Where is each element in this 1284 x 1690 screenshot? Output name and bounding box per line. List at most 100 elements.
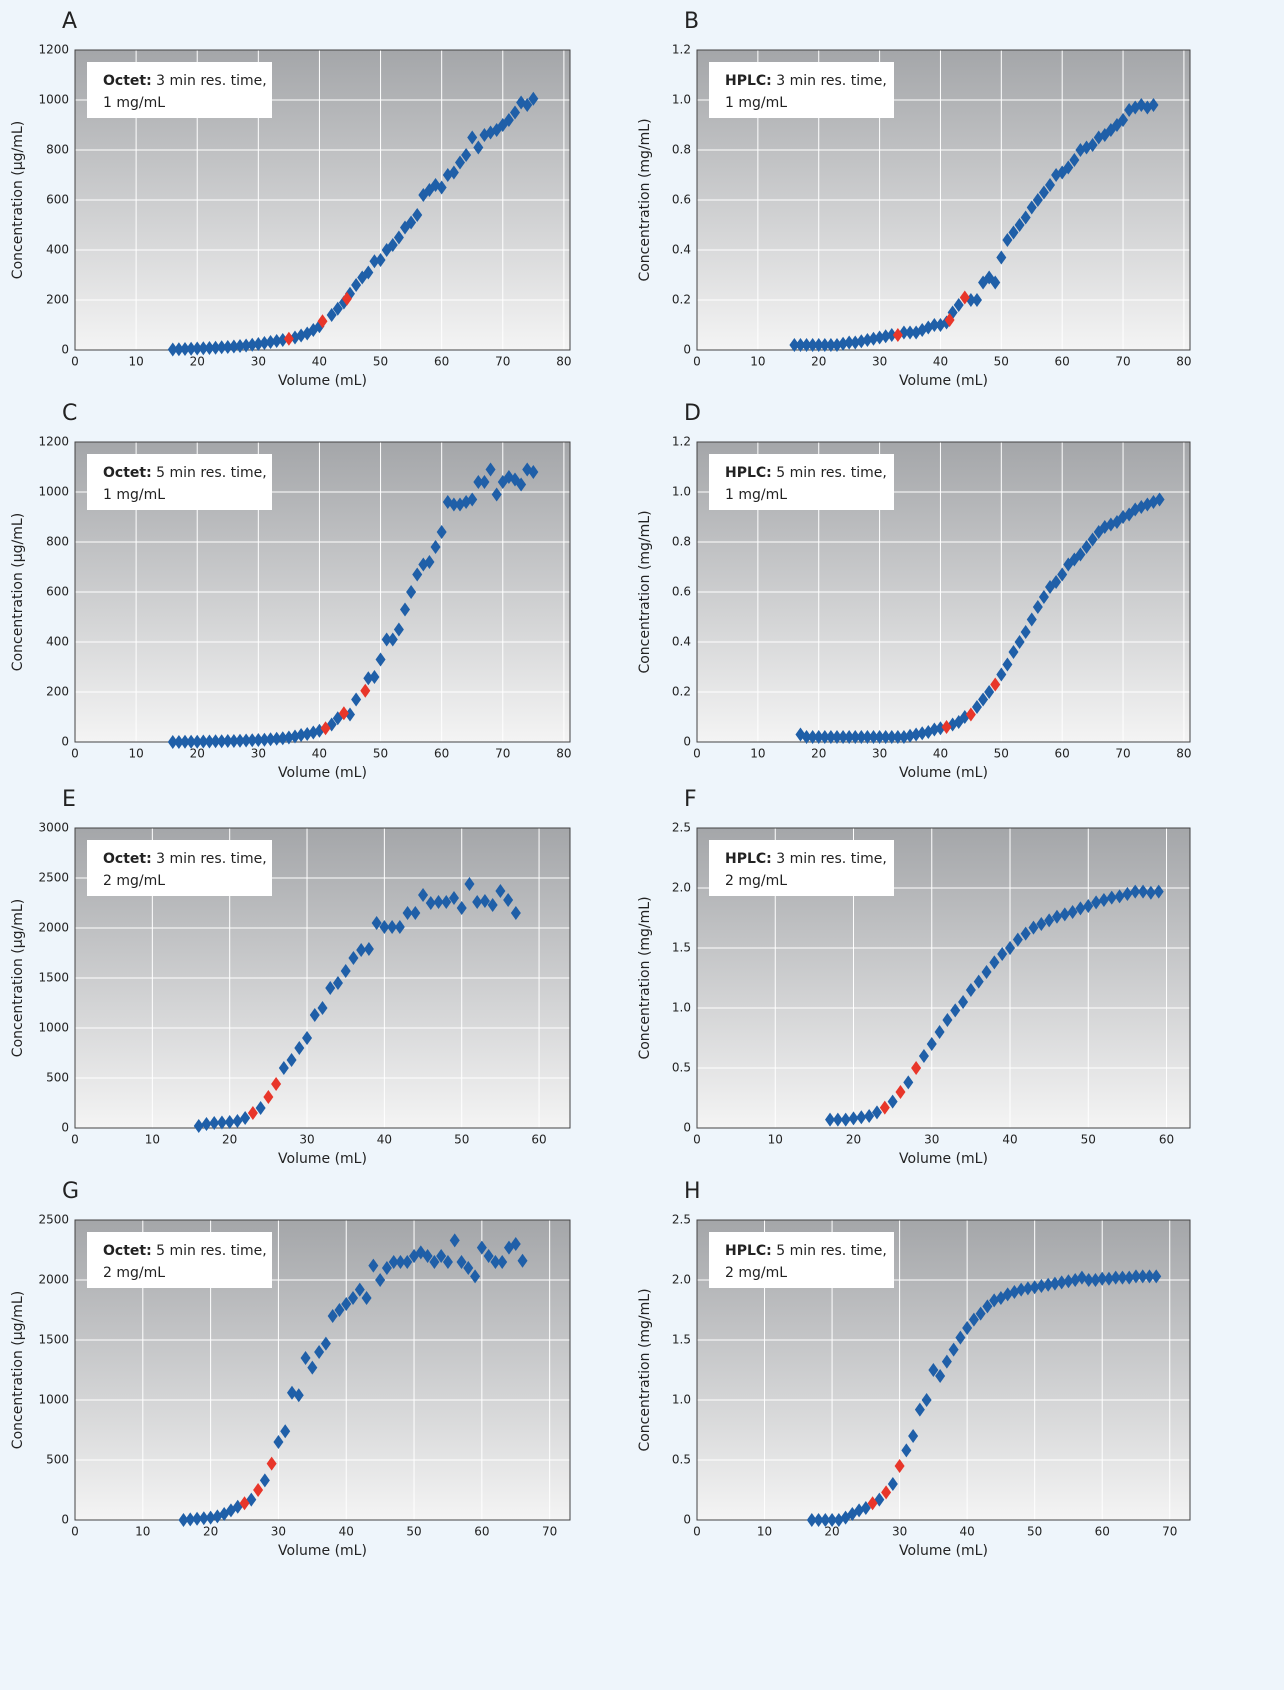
point (361, 1291, 372, 1305)
point (1002, 233, 1013, 247)
point (795, 338, 806, 352)
point (265, 335, 276, 349)
point (255, 1101, 266, 1115)
point (1103, 1271, 1114, 1286)
point (271, 731, 282, 746)
point (290, 729, 300, 744)
point (918, 1049, 929, 1063)
x-tick-label: 20 (222, 1133, 237, 1147)
annotation-bold: HPLC: (725, 1243, 772, 1259)
y-tick-label: 1.5 (672, 1333, 691, 1347)
panel-letter: G (62, 1179, 79, 1204)
point (369, 254, 380, 269)
point (300, 1351, 311, 1365)
point (472, 895, 483, 909)
x-tick-label: 70 (495, 747, 510, 761)
x-tick-label: 0 (71, 1525, 79, 1539)
point (1014, 635, 1025, 649)
point (1114, 889, 1125, 904)
point (1075, 547, 1086, 562)
point (338, 706, 349, 721)
point (247, 733, 258, 748)
y-tick-label: 0 (61, 735, 69, 749)
point (862, 333, 873, 347)
point (265, 732, 276, 747)
point (186, 734, 197, 749)
x-tick-label: 40 (959, 1525, 974, 1539)
point (1008, 225, 1019, 240)
plot-border (74, 49, 571, 351)
point (1032, 193, 1043, 207)
point (442, 1255, 453, 1269)
x-axis-title: Volume (mL) (278, 1543, 367, 1559)
point (1045, 178, 1056, 192)
point (1002, 1287, 1013, 1302)
x-tick-label: 40 (339, 1525, 354, 1539)
point (180, 342, 190, 356)
x-tick-label: 10 (135, 1525, 150, 1539)
point (283, 730, 294, 745)
point (395, 1255, 406, 1269)
point (253, 733, 264, 747)
point (807, 338, 818, 352)
point (375, 1273, 386, 1287)
panel-letter: E (62, 787, 76, 812)
y-tick-label: 1.0 (672, 1393, 691, 1407)
y-tick-label: 0 (683, 1513, 691, 1527)
point (340, 964, 351, 978)
x-tick-label: 70 (1115, 747, 1130, 761)
point (1005, 941, 1016, 955)
point (1098, 893, 1109, 907)
point (393, 230, 404, 245)
y-tick-label: 1.0 (672, 1001, 691, 1015)
y-tick-label: 1000 (38, 1393, 69, 1407)
point (1118, 113, 1129, 127)
point (201, 1117, 212, 1131)
point (280, 1424, 291, 1439)
point (436, 525, 447, 539)
x-tick-label: 0 (71, 355, 79, 369)
point (326, 308, 337, 322)
panel-letter: F (684, 787, 697, 812)
point (418, 888, 429, 902)
point (958, 995, 969, 1009)
x-tick-label: 60 (434, 355, 449, 369)
y-axis-title: Concentration (mg/mL) (637, 896, 653, 1059)
annotation-box (87, 1232, 272, 1288)
point (997, 947, 1008, 961)
annotation: Octet: 5 min res. time, (103, 465, 267, 481)
point (892, 328, 903, 342)
point (1069, 153, 1080, 167)
y-tick-label: 0.8 (672, 535, 691, 549)
plot-border (696, 827, 1191, 1129)
point (935, 721, 946, 736)
point (173, 735, 184, 749)
point (1038, 590, 1049, 604)
point (192, 1511, 203, 1526)
point (1151, 1269, 1162, 1284)
point (497, 1255, 508, 1269)
point (239, 1496, 250, 1511)
point (838, 730, 849, 744)
point (228, 339, 239, 354)
annotation-line: 5 min res. time, (776, 1243, 887, 1259)
point (1091, 895, 1102, 910)
x-tick-label: 50 (373, 355, 388, 369)
x-tick-label: 40 (312, 747, 327, 761)
point (978, 692, 989, 707)
point (516, 477, 527, 492)
point (935, 1369, 946, 1383)
point (433, 895, 444, 909)
point (838, 336, 849, 351)
y-tick-label: 1.2 (672, 435, 691, 449)
y-axis-title: Concentration (µg/mL) (10, 899, 26, 1057)
x-tick-label: 0 (71, 1133, 79, 1147)
point (393, 622, 404, 637)
x-tick-label: 10 (145, 1133, 160, 1147)
point (259, 336, 270, 350)
x-tick-label: 60 (1095, 1525, 1110, 1539)
y-tick-label: 3000 (38, 821, 69, 835)
point (456, 901, 467, 915)
point (348, 951, 359, 965)
x-tick-label: 50 (994, 355, 1009, 369)
